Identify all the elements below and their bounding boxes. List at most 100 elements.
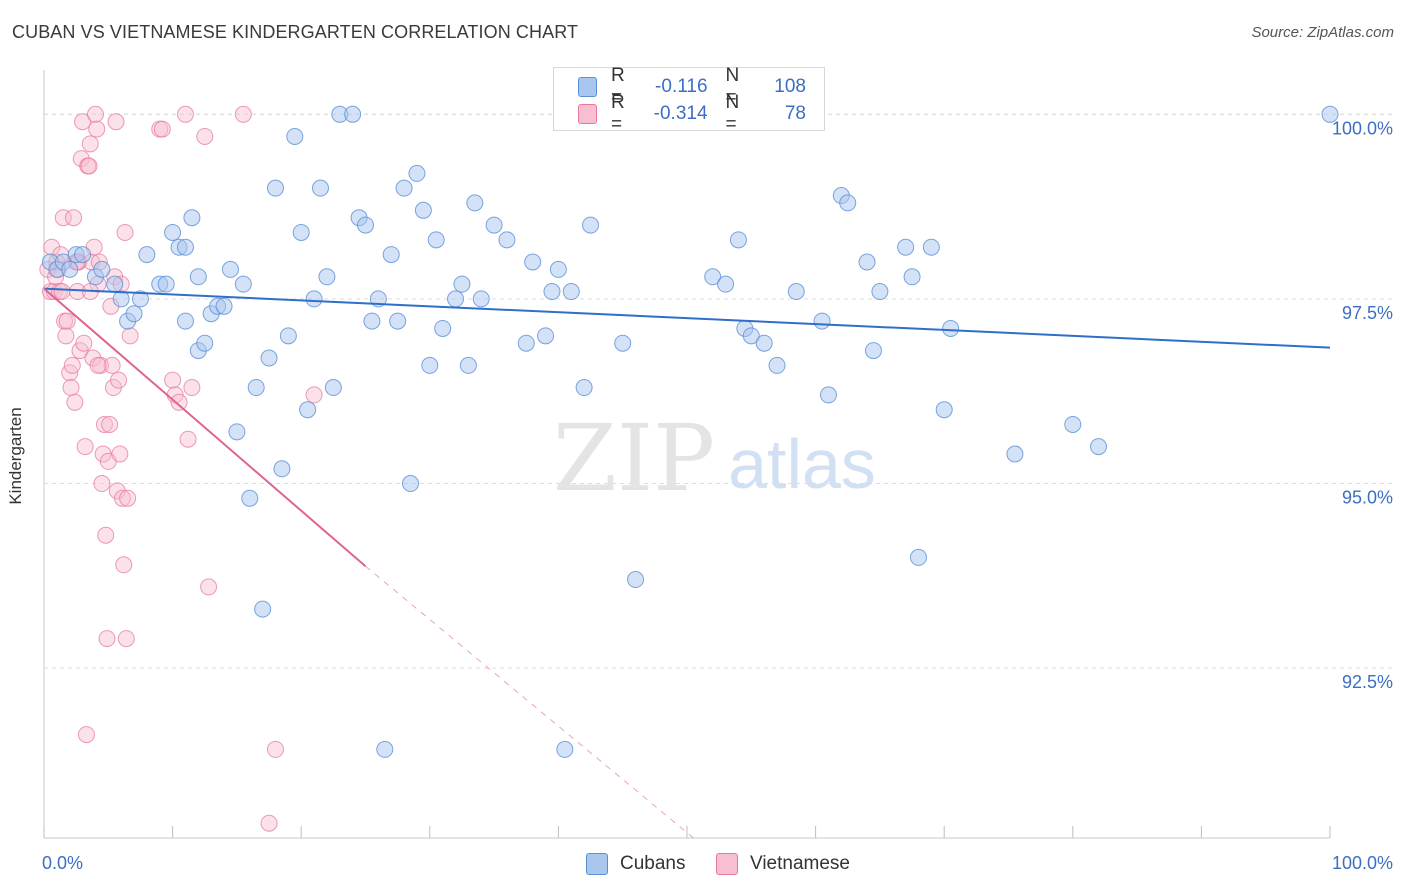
cuban-point: [813, 312, 831, 330]
axes: [43, 70, 1331, 839]
cubans-swatch: [578, 77, 598, 97]
cuban-point: [112, 290, 130, 308]
n-value: 78: [784, 103, 806, 124]
legend-item-vietnamese[interactable]: Vietnamese: [716, 851, 850, 877]
cuban-point: [485, 216, 503, 234]
vietnamese-point: [305, 386, 323, 404]
cuban-point: [215, 297, 233, 315]
cuban-point: [318, 268, 336, 286]
cuban-point: [292, 223, 310, 241]
cuban-point: [704, 268, 722, 286]
vietnamese-point: [111, 445, 129, 463]
vietnamese-point: [200, 578, 218, 596]
vietnamese-point: [110, 371, 128, 389]
cuban-point: [717, 275, 735, 293]
cuban-point: [819, 386, 837, 404]
cuban-point: [427, 231, 445, 249]
cuban-point: [382, 246, 400, 264]
chart-title: CUBAN VS VIETNAMESE KINDERGARTEN CORRELA…: [12, 22, 579, 42]
vietnamese-point: [75, 334, 93, 352]
vietnamese-point: [153, 120, 171, 138]
cuban-point: [453, 275, 471, 293]
cuban-point: [549, 260, 567, 278]
vietnamese-point: [57, 327, 75, 345]
cuban-point: [266, 179, 284, 197]
vietnamese-point: [97, 526, 115, 544]
r-label: R =: [611, 92, 625, 135]
vietnamese-label: Vietnamese: [750, 853, 850, 874]
cuban-point: [324, 379, 342, 397]
cuban-point: [742, 327, 760, 345]
cuban-point: [106, 275, 124, 293]
vietnamese-trend-extension: [365, 565, 694, 839]
vietnamese-point: [117, 630, 135, 648]
vietnamese-point: [170, 393, 188, 411]
vietnamese-swatch: [578, 104, 598, 124]
cuban-point: [537, 327, 555, 345]
cuban-point: [247, 379, 265, 397]
n-label: N =: [725, 92, 740, 135]
cuban-point: [517, 334, 535, 352]
cuban-point: [922, 238, 940, 256]
cuban-point: [234, 275, 252, 293]
y-tick-label: 100.0%: [1332, 118, 1393, 138]
cuban-point: [935, 401, 953, 419]
cubans-label: Cubans: [620, 853, 686, 874]
cuban-point: [279, 327, 297, 345]
vietnamese-point: [68, 283, 86, 301]
cuban-point: [189, 268, 207, 286]
cuban-point: [575, 379, 593, 397]
r-value: -0.116: [655, 76, 708, 97]
legend-row-vietnamese: R = -0.314 N = 78: [578, 92, 824, 135]
cuban-point: [376, 740, 394, 758]
vietnamese-point: [74, 113, 92, 131]
vietnamese-point: [58, 312, 76, 330]
cuban-point: [164, 223, 182, 241]
vietnamese-swatch: [716, 853, 738, 875]
cuban-point: [311, 179, 329, 197]
cuban-point: [221, 260, 239, 278]
cuban-point: [903, 268, 921, 286]
vietnamese-point: [88, 120, 106, 138]
vietnamese-point: [260, 814, 278, 832]
cuban-point: [228, 423, 246, 441]
vietnamese-point: [63, 356, 81, 374]
cuban-point: [273, 460, 291, 478]
cuban-point: [395, 179, 413, 197]
cuban-point: [1090, 438, 1108, 456]
cubans-swatch: [586, 853, 608, 875]
cuban-point: [421, 356, 439, 374]
vietnamese-point: [93, 475, 111, 493]
legend-item-cubans[interactable]: Cubans: [586, 851, 686, 877]
cuban-point: [1321, 105, 1339, 123]
cuban-point: [254, 600, 272, 618]
cubans-trend-line: [43, 287, 1331, 349]
vietnamese-point: [234, 105, 252, 123]
vietnamese-point: [115, 556, 133, 574]
cuban-point: [909, 548, 927, 566]
vietnamese-point: [183, 379, 201, 397]
legend-row-cubans: R = -0.116 N = 108: [578, 65, 824, 108]
cuban-point: [1064, 415, 1082, 433]
y-tick-label: 97.5%: [1342, 303, 1393, 323]
vietnamese-point: [86, 105, 104, 123]
cuban-point: [897, 238, 915, 256]
y-tick-label: 95.0%: [1342, 488, 1393, 508]
cuban-point: [543, 283, 561, 301]
vietnamese-points: [39, 105, 323, 832]
cuban-point: [768, 356, 786, 374]
cuban-point: [1006, 445, 1024, 463]
cuban-point: [241, 489, 259, 507]
cuban-point: [408, 164, 426, 182]
x-tick-label: 100.0%: [1332, 853, 1393, 873]
stats-legend: R = -0.116 N = 108 R = -0.314 N = 78: [553, 65, 825, 135]
watermark: ZIP atlas: [553, 405, 876, 512]
vietnamese-trend-line: [43, 287, 367, 568]
cuban-point: [414, 201, 432, 219]
vietnamese-point: [103, 356, 121, 374]
cuban-point: [787, 283, 805, 301]
vietnamese-point: [113, 489, 131, 507]
trend-lines: [43, 287, 1331, 839]
cuban-point: [402, 475, 420, 493]
vietnamese-point: [65, 209, 83, 227]
